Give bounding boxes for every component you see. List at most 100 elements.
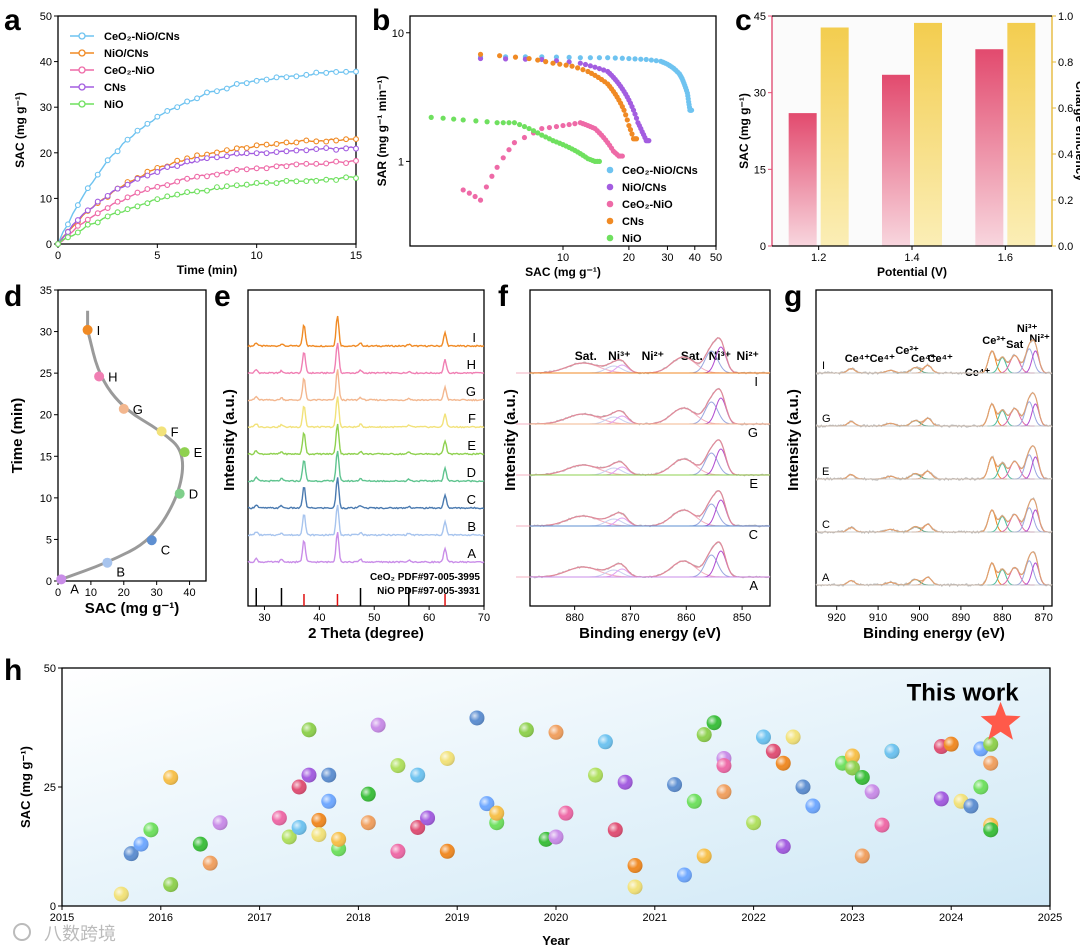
- h-literature-point-shade: [360, 786, 376, 802]
- a-data-point: [313, 177, 320, 184]
- f-fit-component: [699, 448, 743, 476]
- b-data-point: [569, 63, 575, 69]
- a-data-point: [323, 145, 330, 151]
- d-ytick-label: 5: [46, 534, 52, 546]
- a-data-point: [263, 165, 270, 172]
- h-literature-point-shade: [884, 743, 900, 759]
- b-data-point: [500, 155, 506, 161]
- a-data-point: [84, 221, 91, 228]
- a-data-point: [223, 169, 230, 176]
- h-xtick-label: 2015: [50, 912, 74, 924]
- a-data-point: [154, 196, 161, 203]
- g-trace-label: A: [822, 572, 830, 584]
- b-data-point: [619, 153, 625, 159]
- b-data-point: [511, 120, 518, 126]
- d-ytick-label: 25: [40, 368, 52, 380]
- f-fit-component: [684, 452, 739, 476]
- h-literature-point-shade: [123, 846, 139, 862]
- b-data-point: [619, 55, 625, 61]
- a-data-point: [74, 229, 81, 236]
- c-sac-bar: [882, 74, 910, 247]
- h-literature-point-shade: [410, 819, 426, 835]
- panel-label-a: a: [4, 4, 21, 37]
- h-literature-point-shade: [439, 750, 455, 766]
- d-point-label: E: [194, 445, 203, 460]
- a-data-point: [84, 207, 91, 214]
- e-xrd-trace: [247, 396, 485, 429]
- c-y2tick-label: 1.0: [1058, 11, 1073, 23]
- a-data-point: [343, 160, 350, 167]
- b-legend-label: CeO₂-NiO: [622, 199, 673, 211]
- b-legend-label: NiO/CNs: [622, 182, 667, 194]
- h-literature-point-shade: [301, 722, 317, 738]
- d-frame: [57, 289, 207, 582]
- f-peak-annotation: Sat.: [575, 349, 597, 363]
- a-series-line: [57, 146, 357, 245]
- a-data-point: [243, 166, 250, 173]
- b-data-point: [601, 67, 607, 73]
- c-y2tick-label: 0.8: [1058, 57, 1073, 69]
- a-legend-marker: [78, 49, 86, 57]
- h-literature-point-shade: [775, 755, 791, 771]
- h-literature-point-shade: [489, 805, 505, 821]
- h-literature-point-shade: [844, 760, 860, 776]
- h-literature-point-shade: [983, 736, 999, 752]
- a-data-point: [343, 174, 350, 181]
- a-data-point: [293, 178, 300, 185]
- h-literature-point-shade: [479, 796, 495, 812]
- a-ytick-label: 10: [40, 193, 52, 205]
- b-data-point: [477, 51, 484, 57]
- a-data-point: [104, 213, 111, 220]
- a-data-point: [74, 222, 81, 229]
- e-trace-label: G: [466, 384, 476, 399]
- f-fit-component: [699, 499, 743, 527]
- a-data-point: [74, 217, 81, 224]
- g-peak-annotation: Ce³⁺: [982, 335, 1006, 347]
- h-literature-point-shade: [469, 710, 485, 726]
- a-ytick-label: 0: [46, 239, 52, 251]
- f-trace-label: G: [748, 425, 758, 440]
- h-literature-point-shade: [933, 791, 949, 807]
- d-point-marker: [174, 488, 185, 499]
- d-point-marker: [156, 426, 167, 437]
- b-data-point: [516, 121, 523, 128]
- a-data-point: [213, 171, 220, 178]
- b-data-point: [466, 190, 472, 196]
- b-data-point: [587, 63, 593, 69]
- a-data-point: [164, 193, 171, 200]
- h-literature-point-shade: [548, 829, 564, 845]
- h-literature-point-shade: [390, 843, 406, 859]
- a-data-point: [333, 69, 340, 75]
- g-fit-component: [987, 569, 1018, 586]
- b-legend-marker: [606, 183, 614, 191]
- g-fit-component: [1011, 348, 1047, 374]
- a-data-point: [273, 74, 280, 81]
- h-literature-point-shade: [627, 879, 643, 895]
- d-xtick-label: 10: [85, 587, 97, 599]
- g-peak-annotation: Ce⁴⁺: [870, 353, 896, 365]
- a-data-point: [84, 185, 91, 192]
- a-data-point: [333, 158, 340, 165]
- a-data-point: [333, 137, 340, 144]
- g-y-axis-title: Intensity (a.u.): [785, 389, 802, 491]
- a-legend-marker: [78, 100, 86, 108]
- a-data-point: [194, 156, 201, 163]
- a-data-point: [184, 189, 191, 196]
- b-data-point: [460, 187, 466, 193]
- a-data-point: [253, 77, 260, 84]
- b-frame: [409, 15, 717, 247]
- h-literature-point-shade: [588, 767, 604, 783]
- h-literature-point-shade: [854, 848, 870, 864]
- a-data-point: [144, 172, 151, 179]
- g-fit-component: [1020, 562, 1051, 586]
- h-ytick-label: 50: [44, 663, 56, 675]
- b-data-point: [587, 55, 593, 61]
- g-fit-component: [1011, 454, 1047, 480]
- b-data-point: [646, 138, 652, 144]
- h-literature-point-shade: [410, 767, 426, 783]
- c-ytick-label: 45: [754, 11, 766, 23]
- g-fit-component: [987, 357, 1018, 374]
- f-frame: [529, 289, 771, 607]
- g-fit-component: [911, 523, 944, 533]
- e-xrd-trace: [247, 423, 485, 456]
